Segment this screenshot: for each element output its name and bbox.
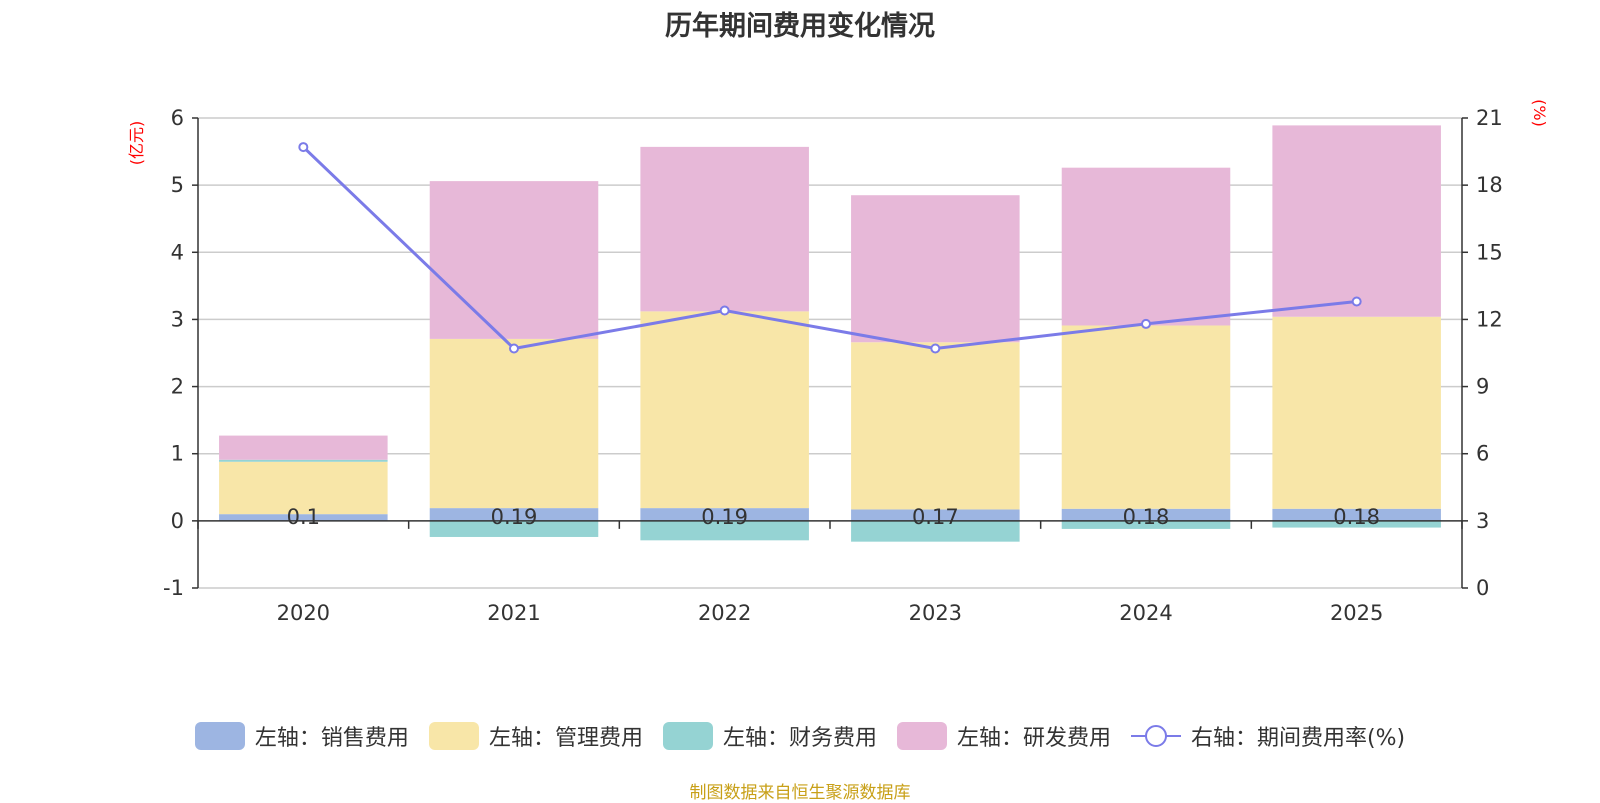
bar-rd-2023 — [851, 195, 1020, 343]
bar-admin-2022 — [640, 311, 809, 509]
rate-point-2025 — [1351, 296, 1362, 307]
rate-point-2022 — [719, 305, 730, 316]
bar-rd-2024 — [1061, 167, 1231, 326]
bar-rd-2021 — [429, 181, 599, 339]
chart-title: 历年期间费用变化情况 — [665, 11, 935, 42]
bar-layer — [219, 125, 1441, 542]
data-label-sales-2022: 0.19 — [701, 505, 748, 529]
left-axis-unit: (亿元) — [127, 121, 146, 166]
bar-sales-2021 — [429, 508, 599, 521]
left-axis-tick-label: 2 — [171, 375, 184, 399]
data-label-sales-2023: 0.17 — [912, 505, 959, 529]
legend-swatch-finance — [662, 722, 713, 750]
legend-item-admin[interactable]: 左轴：管理费用 — [428, 720, 643, 752]
bar-sales-2022 — [640, 508, 809, 521]
right-axis-tick-label: 18 — [1476, 173, 1503, 197]
rate-point-2020 — [298, 142, 309, 153]
bar-admin-2023 — [851, 342, 1020, 510]
bar-rd-2022 — [640, 146, 809, 312]
rate-point-2021 — [509, 343, 519, 354]
rate-point-2024 — [1141, 318, 1151, 329]
left-axis-tick-label: 5 — [171, 173, 184, 197]
legend-label-rate: 右轴：期间费用率(%) — [1190, 726, 1406, 751]
data-labels: 0.1 0.19 0.19 0.17 0.18 0.18 — [287, 505, 1380, 529]
data-label-sales-2025: 0.18 — [1333, 505, 1380, 529]
category-label-2025: 2025 — [1330, 601, 1383, 625]
right-axis-tick-label: 21 — [1476, 106, 1503, 130]
legend-swatch-rd — [896, 722, 947, 750]
data-label-sales-2020: 0.1 — [287, 505, 320, 529]
bar-sales-2025 — [1272, 508, 1441, 521]
legend-item-rate[interactable]: 右轴：期间费用率(%) — [1130, 720, 1406, 752]
right-axis-tick-label: 3 — [1476, 509, 1489, 533]
rate-line — [302, 146, 1357, 351]
left-axis-tick-label: 6 — [171, 106, 184, 130]
bar-finance-2024 — [1061, 520, 1231, 529]
bar-finance-2022 — [640, 520, 809, 541]
legend: 左轴：销售费用 左轴：管理费用 左轴：财务费用 左轴：研发费用 右轴：期间费用率… — [0, 720, 1600, 752]
bar-finance-2020 — [219, 459, 388, 462]
rate-line-layer — [298, 142, 1362, 354]
left-axis-tick-label: 3 — [171, 307, 184, 331]
left-axis-tick-label: 1 — [171, 442, 184, 466]
bar-sales-2020 — [219, 514, 388, 521]
data-source-note: 制图数据来自恒生聚源数据库 — [689, 783, 911, 803]
legend-item-sales[interactable]: 左轴：销售费用 — [194, 720, 409, 752]
bar-admin-2021 — [429, 338, 599, 509]
category-label-2020: 2020 — [277, 601, 330, 625]
category-label-2022: 2022 — [698, 601, 751, 625]
right-axis-tick-label: 12 — [1476, 307, 1503, 331]
bar-admin-2020 — [219, 461, 388, 515]
right-axis-unit: (%) — [1530, 99, 1549, 127]
bar-finance-2023 — [851, 520, 1020, 542]
bar-sales-2023 — [851, 509, 1020, 521]
legend-item-finance[interactable]: 左轴：财务费用 — [662, 720, 877, 752]
legend-swatch-sales — [194, 722, 245, 750]
bar-admin-2024 — [1061, 325, 1231, 509]
data-label-sales-2021: 0.19 — [491, 505, 538, 529]
right-axis-tick-label: 6 — [1476, 442, 1489, 466]
data-label-sales-2024: 0.18 — [1123, 505, 1170, 529]
legend-label-rd: 左轴：研发费用 — [956, 726, 1111, 751]
right-axis-tick-label: 15 — [1476, 240, 1503, 264]
grid-lines — [198, 117, 1462, 589]
bar-rd-2020 — [219, 435, 388, 460]
category-label-2024: 2024 — [1119, 601, 1172, 625]
category-label-2021: 2021 — [487, 601, 540, 625]
bar-finance-2025 — [1272, 520, 1441, 528]
legend-label-finance: 左轴：财务费用 — [722, 726, 877, 751]
left-axis-tick-label: -1 — [163, 576, 184, 600]
right-axis-tick-label: 0 — [1476, 576, 1489, 600]
legend-line-circle-icon — [1130, 725, 1181, 747]
rate-point-2023 — [930, 343, 941, 354]
bar-rd-2025 — [1272, 125, 1441, 317]
category-label-2023: 2023 — [909, 601, 962, 625]
legend-label-sales: 左轴：销售费用 — [254, 726, 409, 751]
bar-sales-2024 — [1061, 508, 1231, 521]
legend-label-admin: 左轴：管理费用 — [488, 726, 643, 751]
bar-finance-2021 — [429, 520, 599, 537]
bar-admin-2025 — [1272, 316, 1441, 509]
right-axis-tick-label: 9 — [1476, 375, 1489, 399]
legend-swatch-admin — [428, 722, 479, 750]
legend-item-rd[interactable]: 左轴：研发费用 — [896, 720, 1111, 752]
left-axis-tick-label: 0 — [171, 509, 184, 533]
left-axis-tick-label: 4 — [171, 240, 184, 264]
